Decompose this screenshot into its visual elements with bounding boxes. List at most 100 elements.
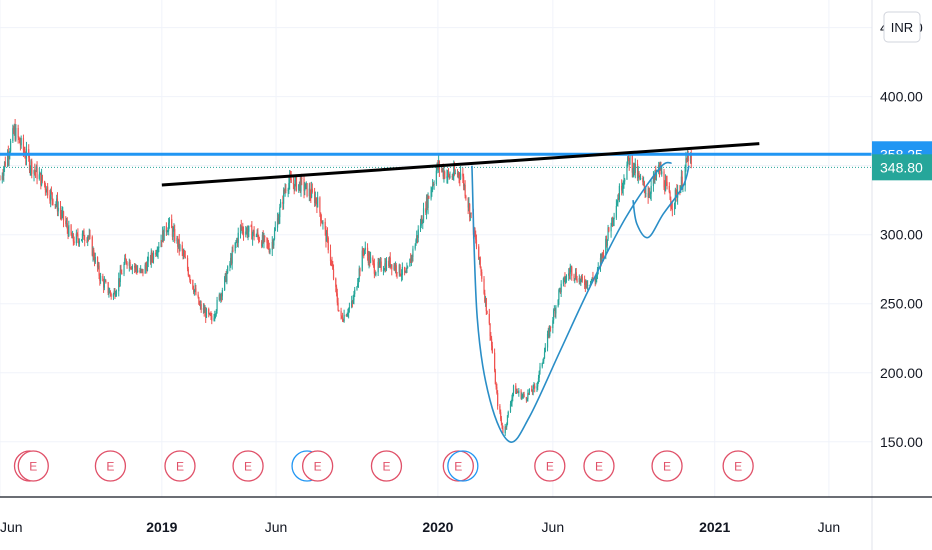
earnings-marker[interactable]: [232, 450, 264, 482]
candle-body: [99, 275, 102, 281]
candle-body: [563, 276, 565, 279]
candle-body: [415, 240, 417, 246]
candle-body: [629, 155, 631, 164]
candle-body: [684, 167, 686, 186]
trendline[interactable]: [161, 142, 760, 187]
earnings-marker[interactable]: [722, 450, 754, 482]
candle-body: [248, 225, 250, 232]
candle-body: [121, 273, 123, 275]
candle-body: [587, 285, 589, 287]
earnings-marker[interactable]: [164, 450, 196, 482]
cup-curve[interactable]: [471, 161, 672, 443]
candle-body: [589, 284, 591, 286]
candle-body: [251, 226, 253, 240]
candle-body: [362, 250, 364, 253]
candle-body: [219, 294, 221, 300]
candle-body: [205, 310, 207, 318]
earnings-marker[interactable]: [583, 450, 615, 482]
candle-body: [321, 221, 323, 225]
candle-body: [237, 232, 239, 243]
candle-body: [463, 184, 465, 187]
candle-body: [202, 308, 205, 310]
candle-body: [336, 293, 338, 303]
candle-body: [306, 183, 308, 197]
candle-body: [295, 176, 297, 180]
candle-body: [309, 188, 311, 196]
candle-body: [681, 176, 683, 189]
candle-body: [457, 173, 459, 175]
candle-body: [664, 187, 666, 192]
candle-body: [89, 234, 91, 237]
candle-body: [483, 278, 485, 294]
earnings-marker[interactable]: [534, 450, 566, 482]
candle-body: [329, 250, 332, 262]
candle-body: [129, 261, 131, 269]
candle-body: [52, 198, 54, 205]
candle-body: [369, 254, 371, 263]
event-label: E: [244, 460, 252, 474]
candle-body: [183, 253, 186, 257]
candle-body: [168, 222, 170, 231]
candle-body: [88, 234, 90, 238]
candle-body: [50, 191, 52, 201]
candle-body: [342, 320, 344, 322]
candle-body: [102, 275, 104, 281]
candle-body: [478, 246, 480, 260]
event-label: E: [29, 460, 37, 474]
candle-body: [335, 278, 337, 287]
earnings-marker[interactable]: [370, 450, 403, 482]
candle-body: [419, 225, 422, 230]
earnings-marker[interactable]: [17, 450, 49, 482]
candle-body: [267, 242, 269, 244]
candle-body: [229, 263, 231, 267]
handle-curve[interactable]: [632, 165, 690, 239]
candle-body: [452, 176, 454, 178]
earnings-marker[interactable]: [651, 450, 683, 482]
candle-body: [515, 391, 518, 394]
candle-body: [118, 278, 121, 283]
earnings-marker[interactable]: [94, 450, 127, 482]
earnings-marker[interactable]: [442, 450, 474, 482]
candle-body: [271, 242, 273, 250]
currency-badge[interactable]: INR: [883, 11, 921, 43]
event-label: E: [176, 460, 184, 474]
candle-body: [214, 314, 217, 316]
candle-body: [224, 273, 226, 278]
candle-body: [446, 176, 448, 179]
last-price-label[interactable]: [872, 154, 932, 181]
candle-body: [506, 424, 508, 427]
candle-body: [93, 250, 95, 259]
candle-body: [186, 257, 189, 269]
candle-body: [23, 150, 25, 153]
candle-body: [590, 281, 592, 285]
candle-body: [136, 268, 138, 273]
candle-body: [15, 128, 17, 140]
candle-body: [421, 218, 423, 224]
candle-body: [135, 265, 137, 269]
candle-body: [481, 271, 483, 279]
candle-body: [273, 230, 276, 240]
candle-body: [537, 381, 539, 387]
event-label: E: [454, 460, 462, 474]
candle-body: [65, 220, 67, 225]
dividend-marker[interactable]: [447, 450, 479, 482]
candle-body: [475, 239, 478, 247]
candle-body: [373, 263, 375, 274]
candle-body: [199, 304, 202, 305]
candle-body: [637, 173, 639, 179]
candle-body: [94, 257, 96, 263]
earnings-marker[interactable]: [301, 450, 334, 482]
candle-body: [324, 221, 326, 230]
candle-body: [549, 326, 551, 336]
candle-body: [332, 269, 335, 279]
candle-body: [549, 326, 552, 329]
candle-body: [187, 268, 189, 276]
candle-body: [494, 352, 496, 371]
candle-body: [532, 385, 534, 393]
candle-body: [414, 245, 416, 249]
candle-body: [139, 270, 141, 273]
candle-body: [4, 161, 6, 166]
candle-body: [120, 270, 122, 274]
